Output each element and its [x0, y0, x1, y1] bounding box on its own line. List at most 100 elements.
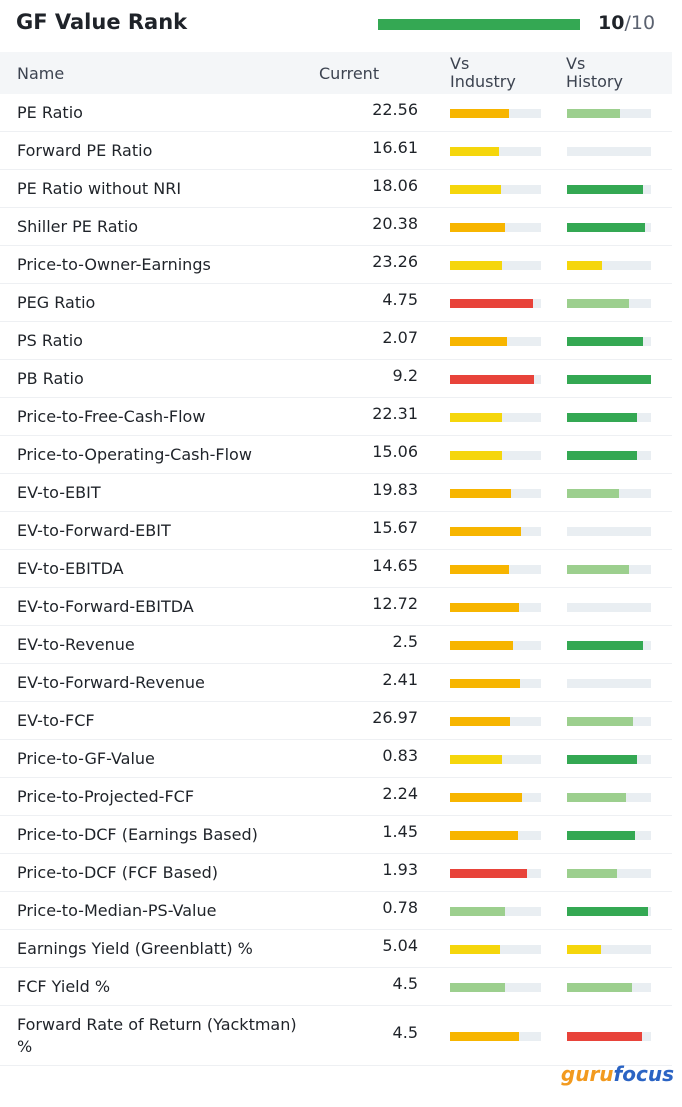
chart-icon [320, 482, 352, 504]
industry-bar [450, 147, 500, 156]
chart-icon [320, 292, 352, 314]
history-bar [567, 413, 637, 422]
icon-bar [320, 748, 352, 770]
industry-bar [450, 641, 513, 650]
industry-bar [450, 413, 502, 422]
table-row: FCF Yield % 4.5 [0, 968, 672, 1006]
history-bar [567, 717, 634, 726]
industry-track [450, 793, 541, 802]
industry-bar [450, 375, 534, 384]
industry-bar [450, 945, 501, 954]
history-bar [567, 375, 651, 384]
icon-bar [320, 976, 352, 998]
current-value: 9.2 [392, 366, 418, 385]
metric-name: PS Ratio [17, 331, 83, 350]
industry-track [450, 565, 541, 574]
current-value: 16.61 [372, 138, 418, 157]
table-row: PE Ratio without NRI 18.06 [0, 170, 672, 208]
icon-bar [320, 862, 352, 884]
title: GF Value Rank [16, 10, 188, 34]
current-value: 23.26 [372, 252, 418, 271]
chart-icon [320, 938, 352, 960]
icon-bar [320, 444, 352, 466]
industry-track [450, 527, 541, 536]
industry-track [450, 413, 541, 422]
current-value: 18.06 [372, 176, 418, 195]
history-track [567, 527, 651, 536]
metric-name: EV-to-FCF [17, 711, 95, 730]
icon-bar [320, 254, 352, 276]
metric-name: Shiller PE Ratio [17, 217, 139, 236]
chart-icon [320, 444, 352, 466]
table-row: Forward PE Ratio 16.61 [0, 132, 672, 170]
icon-bar [320, 406, 352, 428]
history-track [567, 565, 651, 574]
industry-bar [450, 679, 521, 688]
table-row: EV-to-FCF 26.97 [0, 702, 672, 740]
icon-bar [320, 292, 352, 314]
table-row: PE Ratio 22.56 [0, 94, 672, 132]
industry-track [450, 109, 541, 118]
industry-bar [450, 527, 521, 536]
chart-icon [320, 900, 352, 922]
icon-bar [320, 1065, 352, 1081]
metric-name: Price-to-DCF (Earnings Based) [17, 825, 258, 844]
history-track [567, 489, 651, 498]
industry-track [450, 147, 541, 156]
industry-track [450, 869, 541, 878]
history-bar [567, 641, 643, 650]
separator: / [624, 12, 631, 34]
current-value: 4.5 [392, 1023, 418, 1042]
chart-icon [320, 824, 352, 846]
industry-bar [450, 451, 502, 460]
icon-bar [320, 786, 352, 808]
history-track [567, 147, 651, 156]
icon-bar [320, 330, 352, 352]
current-value: 12.72 [372, 594, 418, 613]
metric-name: Price-to-Projected-FCF [17, 787, 195, 806]
current-value: 0.78 [382, 898, 418, 917]
chart-icon [320, 862, 352, 884]
table-row: Price-to-Owner-Earnings 23.26 [0, 246, 672, 284]
icon-bar [320, 178, 352, 200]
metric-name: PE Ratio without NRI [17, 179, 182, 198]
table-row: EV-to-EBIT 19.83 [0, 474, 672, 512]
current-value: 19.83 [372, 480, 418, 499]
icon-bar [320, 900, 352, 922]
logo: gurufocus [561, 1062, 674, 1086]
table-row: PEG Ratio 4.75 [0, 284, 672, 322]
industry-track [450, 489, 541, 498]
industry-track [450, 679, 541, 688]
column-header: Name [17, 64, 65, 83]
column-header: Current [319, 64, 380, 83]
history-bar [567, 793, 626, 802]
history-bar [567, 755, 637, 764]
score: 10 [598, 12, 625, 34]
table-row: EV-to-Forward-EBIT 15.67 [0, 512, 672, 550]
history-bar [567, 223, 646, 232]
history-track [567, 717, 651, 726]
industry-bar [450, 109, 510, 118]
metric-name: Price-to-Owner-Earnings [17, 255, 211, 274]
history-bar [567, 261, 603, 270]
history-track [567, 831, 651, 840]
table-row: EV-to-Revenue 2.5 [0, 626, 672, 664]
chart-icon [320, 368, 352, 390]
metric-name: PB Ratio [17, 369, 84, 388]
industry-track [450, 945, 541, 954]
history-track [567, 451, 651, 460]
history-bar [567, 831, 636, 840]
table-row: Earnings Yield (Greenblatt) % 5.04 [0, 930, 672, 968]
history-bar [567, 489, 620, 498]
icon-bar [320, 1095, 352, 1107]
industry-track [450, 261, 541, 270]
max: 10 [630, 12, 656, 34]
industry-track [450, 451, 541, 460]
chart-icon [320, 1025, 352, 1047]
table-row: PS Ratio 2.07 [0, 322, 672, 360]
history-bar [567, 1032, 642, 1041]
metric-name: PE Ratio [17, 103, 83, 122]
chart-icon [320, 406, 352, 428]
metric-name: Price-to-DCF (FCF Based) [17, 863, 218, 882]
